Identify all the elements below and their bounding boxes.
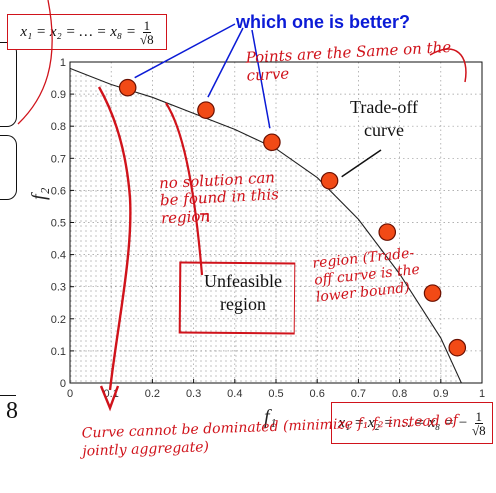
formula-top-denominator: √8 <box>140 31 154 47</box>
question-arrow-2 <box>207 27 244 98</box>
left-crop-parenthesis-bottom <box>0 135 17 200</box>
annotation-no-solution: no solution can be found in this region <box>158 168 280 227</box>
pareto-point <box>118 78 137 97</box>
y-tick-label: 0 <box>60 378 66 390</box>
annotation-unfeasible-box <box>178 261 296 335</box>
left-crop-overline <box>0 395 16 396</box>
y-tick-label: 0.2 <box>51 314 66 326</box>
question-arrow-3 <box>251 29 271 129</box>
x-tick-label: 0.5 <box>268 388 283 400</box>
pareto-point <box>448 338 467 357</box>
annotation-top-left-line <box>17 0 53 125</box>
y-tick-label: 0.7 <box>51 153 66 165</box>
pareto-point <box>197 101 215 119</box>
formula-bottom-fraction: 1 √8 <box>472 410 486 437</box>
question-arrow-1 <box>134 23 236 79</box>
formula-top-left: x₁ = x₂ = … = x₈ = <box>20 23 137 40</box>
x-tick-label: 0.6 <box>310 388 325 400</box>
pareto-point <box>320 171 339 190</box>
annotation-vertical-arrowhead <box>99 385 120 412</box>
x-axis-label: f₁ <box>264 406 277 428</box>
unfeasible-region-label: Unfeasible region <box>204 271 282 315</box>
formula-box-bottom: x₁ = x₂ = … = x₈ = − 1 √8 <box>331 402 493 444</box>
pareto-point <box>378 223 397 241</box>
y-axis-label: f₂ <box>28 187 50 200</box>
x-tick-label: 0 <box>67 388 73 400</box>
tradeoff-label: Trade-off curve <box>350 97 418 140</box>
x-tick-label: 1 <box>479 388 485 400</box>
formula-box-top: x₁ = x₂ = … = x₈ = 1 √8 <box>7 14 167 50</box>
annotation-center-line <box>165 102 204 276</box>
annotation-small-mark <box>200 213 209 222</box>
formula-bottom-numerator: 1 <box>474 408 484 424</box>
y-tick-label: 0.6 <box>51 185 66 197</box>
y-tick-label: 0.1 <box>51 346 66 358</box>
y-tick-label: 0.3 <box>51 282 66 294</box>
formula-bottom-denominator: √8 <box>471 422 486 438</box>
y-tick-label: 0.4 <box>51 250 66 262</box>
y-tick-label: 0.8 <box>51 121 66 133</box>
feasible-region-shading <box>70 68 462 384</box>
x-tick-label: 0.9 <box>433 388 448 400</box>
pareto-point <box>423 284 442 302</box>
x-tick-label: 0.7 <box>351 388 366 400</box>
tradeoff-arrow <box>341 149 382 178</box>
formula-top-fraction: 1 √8 <box>140 19 154 46</box>
left-crop-symbol: 8 <box>6 398 18 424</box>
y-tick-label: 0.9 <box>51 89 66 101</box>
annotation-vertical-mark <box>97 86 132 391</box>
formula-top-numerator: 1 <box>142 17 152 33</box>
y-tick-label: 0.5 <box>51 218 66 230</box>
x-tick-label: 0.2 <box>145 388 160 400</box>
question-title: which one is better? <box>236 12 411 32</box>
formula-bottom-left: x₁ = x₂ = … = x₈ = − <box>338 414 468 431</box>
y-tick-label: 1 <box>60 57 66 69</box>
annotation-right-curve <box>429 48 467 83</box>
x-tick-label: 0.8 <box>392 388 407 400</box>
pareto-point <box>263 133 281 152</box>
x-tick-label: 0.4 <box>227 388 242 400</box>
x-tick-label: 0.3 <box>186 388 201 400</box>
